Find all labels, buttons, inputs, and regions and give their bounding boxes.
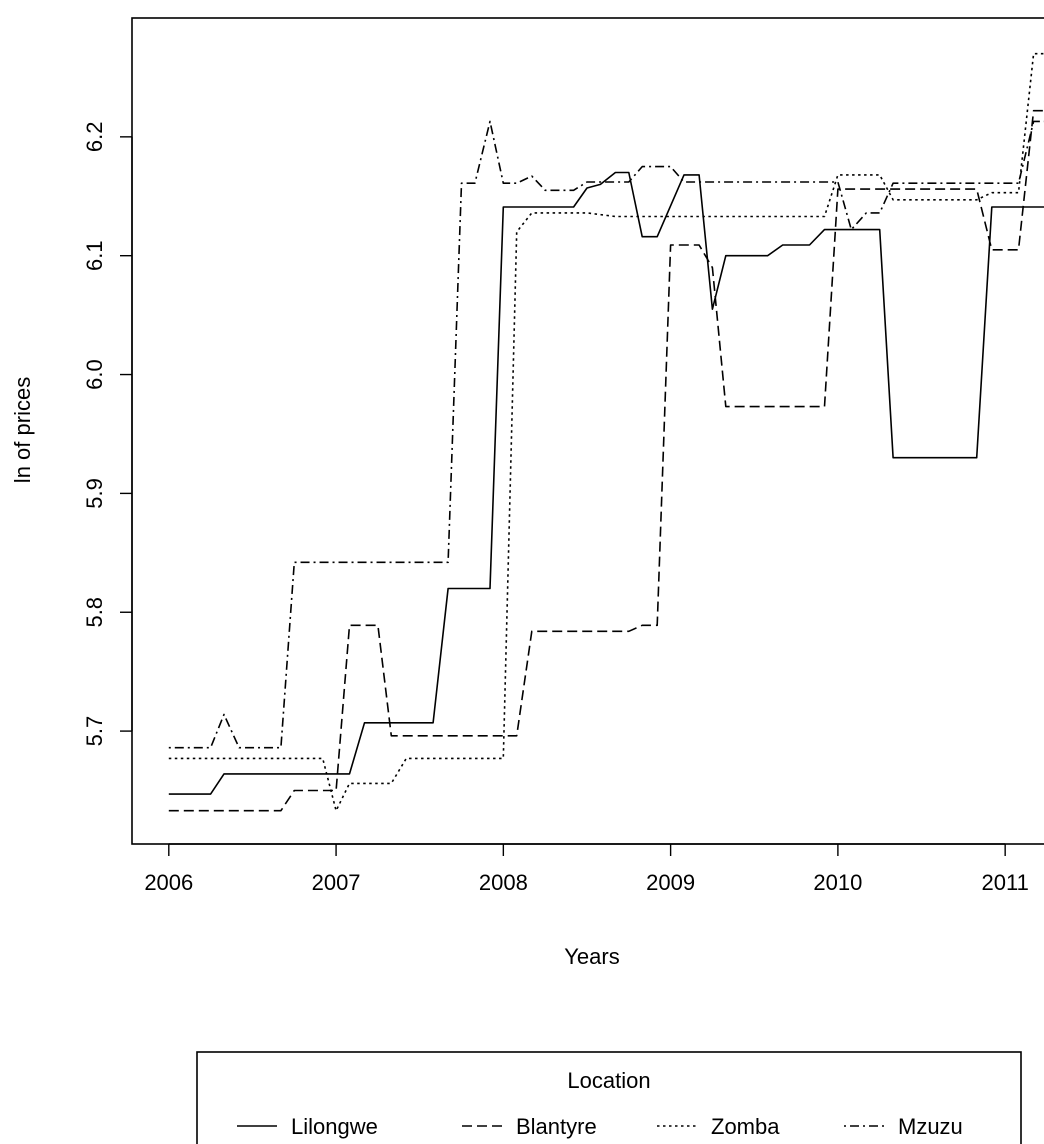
x-tick-label: 2010 xyxy=(813,870,862,895)
y-axis: 5.7 5.8 5.9 6.0 6.1 6.2 xyxy=(82,122,133,747)
y-tick-label: 5.9 xyxy=(82,478,107,509)
legend-label-lilongwe: Lilongwe xyxy=(291,1114,378,1139)
y-axis-label: ln of prices xyxy=(10,377,35,483)
x-axis: 2006 2007 2008 2009 2010 2011 xyxy=(144,843,1029,895)
y-tick-label: 5.7 xyxy=(82,716,107,747)
plot-frame xyxy=(131,17,1044,845)
y-tick-label: 6.0 xyxy=(82,359,107,390)
series-line-lilongwe xyxy=(168,171,1044,795)
y-tick-label: 6.1 xyxy=(82,240,107,271)
legend-label-zomba: Zomba xyxy=(711,1114,780,1139)
legend: Location Lilongwe Blantyre Zomba Mzuzu xyxy=(196,1051,1022,1144)
x-axis-label: Years xyxy=(564,944,619,969)
series-line-blantyre xyxy=(168,109,1044,812)
legend-title: Location xyxy=(567,1068,650,1093)
legend-label-blantyre: Blantyre xyxy=(516,1114,597,1139)
x-tick-label: 2009 xyxy=(646,870,695,895)
series-layer xyxy=(168,52,1044,812)
legend-box xyxy=(196,1051,1022,1144)
y-tick-label: 5.8 xyxy=(82,597,107,628)
series-line-mzuzu xyxy=(168,120,1044,749)
x-tick-label: 2011 xyxy=(982,870,1029,895)
legend-items: Lilongwe Blantyre Zomba Mzuzu xyxy=(237,1114,963,1139)
x-tick-label: 2006 xyxy=(144,870,193,895)
legend-label-mzuzu: Mzuzu xyxy=(898,1114,963,1139)
x-tick-label: 2008 xyxy=(479,870,528,895)
y-tick-label: 6.2 xyxy=(82,122,107,153)
x-tick-label: 2007 xyxy=(312,870,361,895)
series-line-zomba xyxy=(168,52,1044,812)
